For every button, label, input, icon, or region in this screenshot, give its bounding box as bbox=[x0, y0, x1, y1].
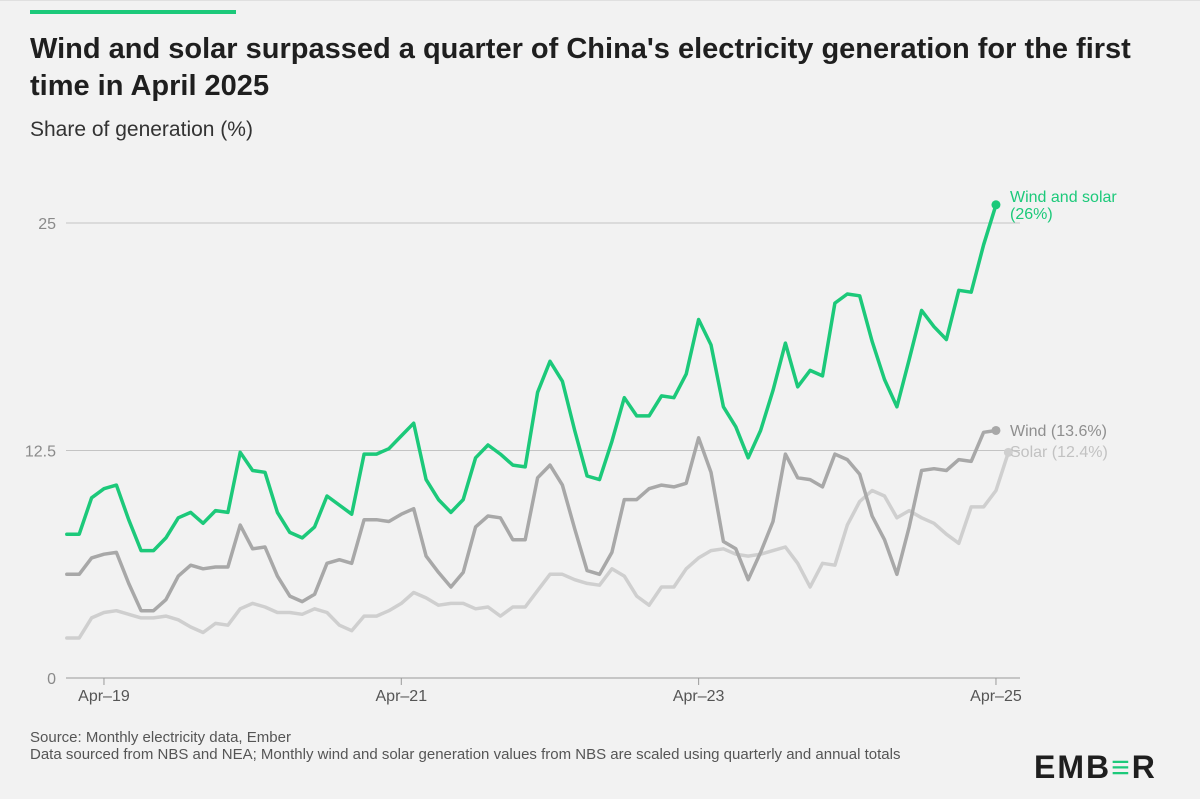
logo-e-icon: ≡ bbox=[1111, 749, 1132, 785]
methodology-note: Data sourced from NBS and NEA; Monthly w… bbox=[30, 746, 901, 763]
wind-end-label: Wind (13.6%) bbox=[1010, 423, 1107, 440]
y-tick-label: 25 bbox=[38, 216, 56, 233]
series-end-point-wind-and-solar bbox=[991, 200, 1001, 210]
accent-bar bbox=[30, 10, 236, 14]
series-labels: Wind and solar (26%) Wind (13.6%) Solar (12… bbox=[1010, 189, 1117, 461]
series-lines bbox=[65, 200, 1013, 640]
chart-subtitle: Share of generation (%) bbox=[30, 118, 253, 141]
y-tick-label: 12.5 bbox=[25, 444, 56, 461]
series-end-point-solar bbox=[1003, 447, 1013, 457]
axes: 0 12.5 25 Apr–19 Apr–21 Apr–23 Apr–25 bbox=[25, 216, 1022, 705]
series-line-solar bbox=[65, 450, 1011, 640]
x-tick-label: Apr–23 bbox=[673, 688, 725, 705]
source-note: Source: Monthly electricity data, Ember bbox=[30, 729, 291, 746]
series-line-wind-and-solar bbox=[65, 203, 998, 553]
wind-solar-end-label-line: (26%) bbox=[1010, 206, 1053, 223]
chart-title: Wind and solar surpassed a quarter of Ch… bbox=[30, 33, 1131, 102]
solar-end-label: Solar (12.4%) bbox=[1010, 444, 1108, 461]
series-line-wind bbox=[65, 428, 998, 613]
series-end-point-wind bbox=[991, 425, 1001, 435]
x-tick-label: Apr–21 bbox=[376, 688, 428, 705]
x-tick-label: Apr–25 bbox=[970, 688, 1022, 705]
wind-solar-end-label: Wind and solar (26%) bbox=[1010, 189, 1117, 223]
x-tick-label: Apr–19 bbox=[78, 688, 130, 705]
wind-solar-end-label-line: Wind and solar bbox=[1010, 189, 1117, 206]
gridlines bbox=[66, 222, 1020, 679]
y-tick-label: 0 bbox=[47, 671, 56, 688]
ember-logo: EMB≡R bbox=[1034, 749, 1157, 785]
